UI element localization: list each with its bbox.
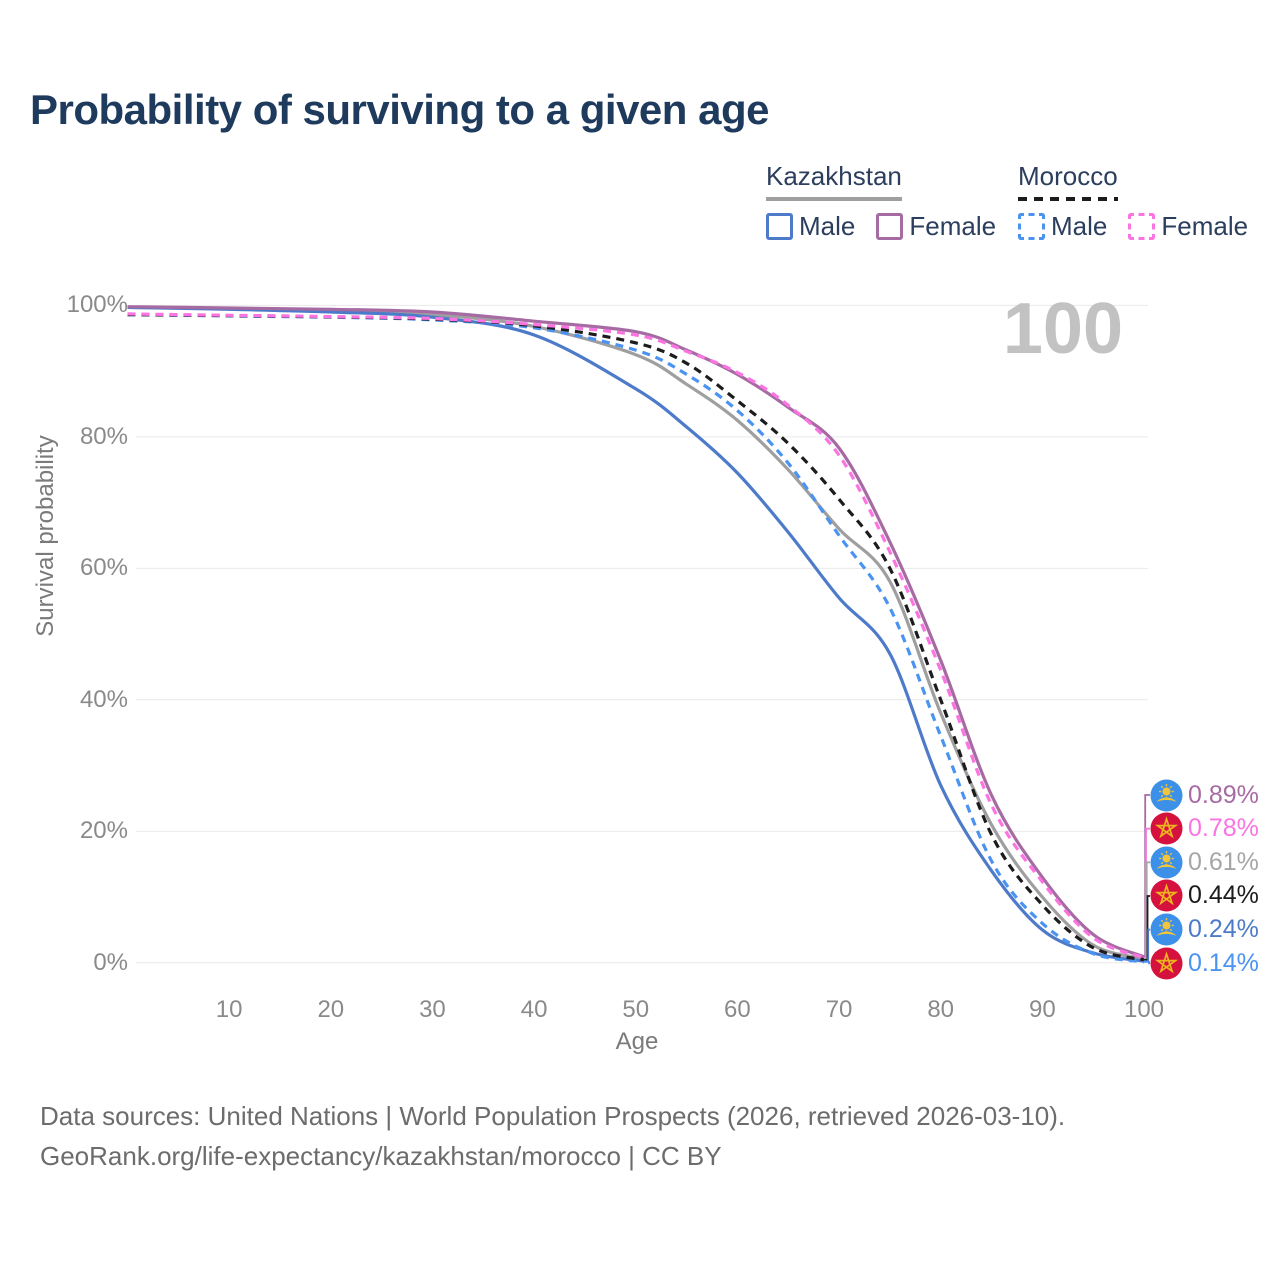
kazakhstan-flag-icon — [1150, 846, 1183, 879]
x-tick-label: 40 — [520, 996, 548, 1023]
x-tick-label: 70 — [825, 996, 853, 1023]
end-label-row: 0.14% — [1150, 946, 1259, 980]
legend-item-kazakhstan-male: Male — [766, 211, 855, 242]
end-label-row: 0.44% — [1150, 879, 1259, 913]
end-label-connector — [1144, 961, 1150, 965]
x-tick-label: 60 — [724, 996, 751, 1023]
series-line-morocco-male — [127, 313, 1145, 964]
x-tick-label: 30 — [419, 996, 446, 1023]
morocco-male-swatch-icon — [1018, 213, 1045, 240]
end-label-row: 0.61% — [1150, 845, 1259, 879]
end-label-row: 0.89% — [1150, 778, 1259, 812]
legend-country-label: Morocco — [1018, 161, 1118, 191]
y-tick-label: 0% — [93, 948, 128, 976]
legend-item-morocco-female: Female — [1128, 211, 1248, 242]
morocco-flag-icon — [1150, 812, 1183, 845]
x-axis-title: Age — [615, 1028, 659, 1055]
chart-title: Probability of surviving to a given age — [30, 86, 769, 133]
y-tick-label: 20% — [79, 817, 128, 845]
series-line-morocco-female — [127, 312, 1145, 960]
x-tick-label: 90 — [1028, 996, 1056, 1023]
end-label-row: 0.24% — [1150, 913, 1259, 947]
morocco-female-swatch-icon — [1128, 213, 1156, 240]
legend-group-kazakhstan: Kazakhstan Male Female — [766, 161, 996, 242]
legend-item-label: Male — [1051, 211, 1108, 241]
kazakhstan-line-swatch — [766, 197, 902, 201]
source-line: GeoRank.org/life-expectancy/kazakhstan/m… — [40, 1141, 722, 1171]
legend-item-label: Female — [1161, 211, 1249, 241]
y-tick-label: 80% — [79, 422, 128, 450]
series-line-morocco-both — [127, 313, 1145, 962]
legend-item-label: Female — [909, 211, 997, 241]
x-tick-label: 80 — [927, 996, 955, 1023]
end-label-value: 0.61% — [1188, 847, 1259, 876]
legend-group-morocco: Morocco Male Female — [1018, 161, 1248, 242]
kazakhstan-male-swatch-icon — [766, 213, 793, 240]
age-watermark: 100 — [1002, 289, 1123, 369]
legend-item-kazakhstan-female: Female — [876, 211, 996, 242]
legend-item-morocco-male: Male — [1018, 211, 1107, 242]
series-line-kazakhstan-male — [127, 305, 1145, 963]
series-line-kazakhstan-female — [127, 305, 1145, 959]
legend-item-label: Male — [799, 211, 856, 241]
y-tick-label: 60% — [79, 554, 128, 582]
y-tick-label: 100% — [66, 291, 128, 319]
end-label-value: 0.78% — [1188, 814, 1259, 843]
end-label-value: 0.44% — [1188, 881, 1259, 910]
source-footer: Data sources: United Nations | World Pop… — [40, 1096, 1065, 1176]
x-tick-label: 50 — [622, 996, 650, 1023]
end-label-value: 0.24% — [1188, 915, 1259, 944]
source-line: Data sources: United Nations | World Pop… — [40, 1101, 1066, 1131]
end-label-connector — [1144, 895, 1150, 961]
x-tick-label: 100 — [1123, 996, 1165, 1023]
end-label-row: 0.78% — [1150, 812, 1259, 846]
legend-country-kazakhstan: Kazakhstan — [766, 161, 902, 201]
y-axis-title: Survival probability — [32, 435, 59, 637]
x-tick-label: 20 — [317, 996, 345, 1023]
y-tick-label: 40% — [79, 685, 128, 713]
kazakhstan-flag-icon — [1150, 779, 1183, 811]
end-label-value: 0.89% — [1188, 780, 1259, 809]
x-tick-label: 10 — [215, 996, 243, 1023]
morocco-flag-icon — [1150, 879, 1183, 912]
morocco-flag-icon — [1150, 947, 1183, 980]
morocco-line-swatch — [1018, 197, 1118, 201]
kazakhstan-female-swatch-icon — [876, 213, 904, 240]
end-label-value: 0.14% — [1188, 948, 1259, 977]
legend-country-morocco: Morocco — [1018, 161, 1118, 201]
legend-country-label: Kazakhstan — [766, 161, 902, 191]
kazakhstan-flag-icon — [1150, 913, 1183, 946]
